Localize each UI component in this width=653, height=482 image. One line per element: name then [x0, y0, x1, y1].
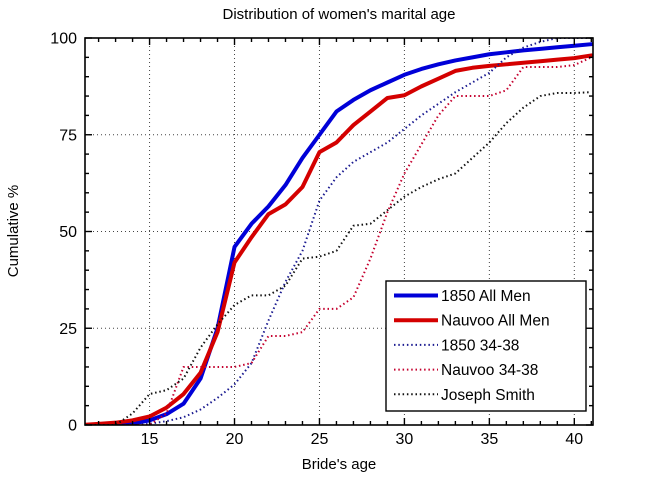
legend-box — [385, 280, 587, 412]
chart-title: Distribution of women's marital age — [223, 6, 456, 23]
y-tick-label: 50 — [59, 224, 77, 241]
x-tick-label: 40 — [565, 431, 583, 448]
series-line-joseph-smith — [85, 91, 592, 425]
y-tick-label: 75 — [59, 127, 77, 144]
x-tick-label: 25 — [311, 431, 329, 448]
tick-labels: 15 20 25 30 35 40 0 25 50 75 100 — [50, 31, 583, 449]
x-tick-label: 20 — [226, 431, 244, 448]
y-tick-label: 25 — [59, 321, 77, 338]
x-tick-label: 35 — [480, 431, 498, 448]
legend-label: Nauvoo 34-38 — [441, 362, 538, 379]
gridlines — [85, 38, 593, 425]
x-tick-label: 30 — [396, 431, 414, 448]
legend-label: 1850 34-38 — [441, 337, 519, 354]
series-line-1850-all-men — [85, 42, 593, 425]
legend: 1850 All Men Nauvoo All Men 1850 34-38 Nauv… — [385, 280, 587, 412]
series-line-1850-34-38 — [85, 38, 592, 425]
series-line-nauvoo-all-men — [85, 53, 593, 425]
legend-label: 1850 All Men — [441, 288, 531, 305]
data-series — [85, 38, 593, 425]
legend-label: Joseph Smith — [441, 387, 535, 404]
y-tick-label: 0 — [68, 418, 77, 435]
axis-ticks — [85, 37, 593, 426]
x-axis-label: Bride's age — [302, 456, 377, 473]
series-line-nauvoo-34-38 — [85, 56, 592, 425]
y-tick-label: 100 — [50, 31, 77, 48]
x-tick-label: 15 — [141, 431, 159, 448]
legend-label: Nauvoo All Men — [441, 313, 550, 330]
y-axis-label: Cumulative % — [5, 185, 22, 278]
